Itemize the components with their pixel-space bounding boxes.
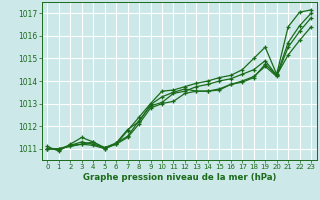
X-axis label: Graphe pression niveau de la mer (hPa): Graphe pression niveau de la mer (hPa) [83,173,276,182]
